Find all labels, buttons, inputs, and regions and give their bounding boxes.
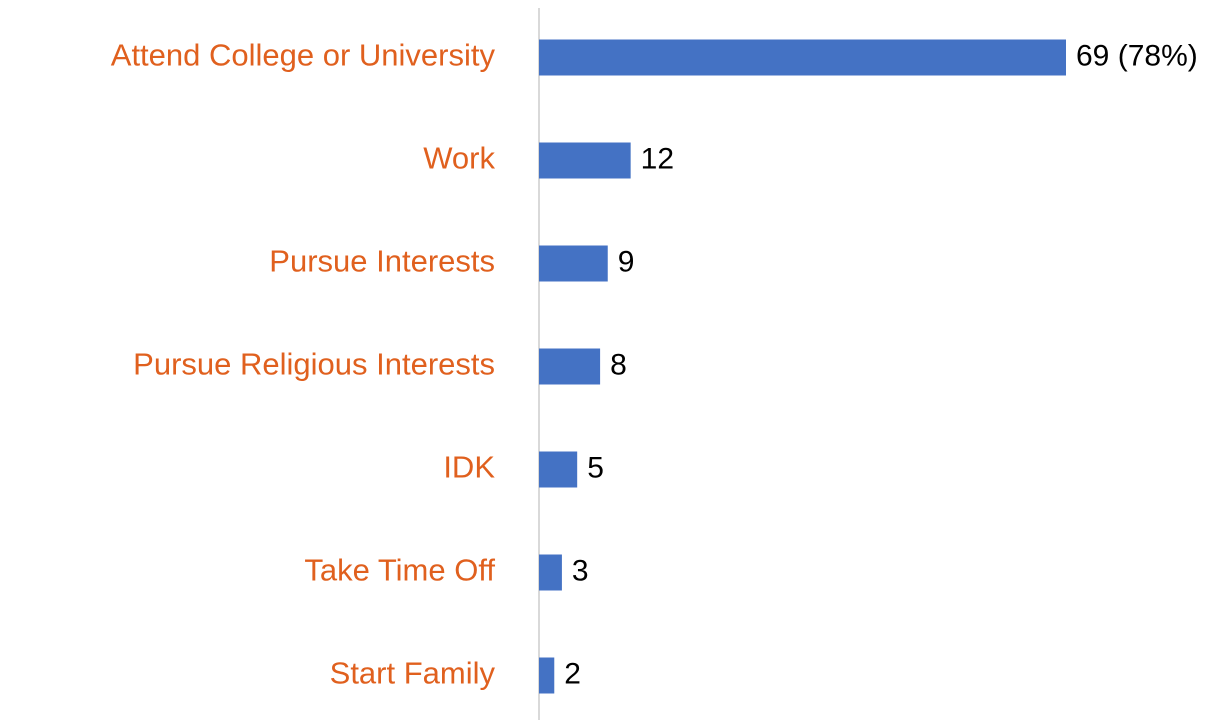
bar <box>539 554 562 591</box>
bar <box>539 451 578 488</box>
value-label: 3 <box>572 554 589 587</box>
value-label: 2 <box>564 657 581 690</box>
value-label: 8 <box>610 348 627 381</box>
category-label: Pursue Religious Interests <box>133 347 495 382</box>
bar <box>539 348 601 385</box>
value-label: 12 <box>641 142 674 175</box>
bar <box>539 142 631 179</box>
category-label: Work <box>423 141 495 176</box>
bar <box>539 657 555 694</box>
category-label: Start Family <box>330 656 496 691</box>
value-label: 5 <box>587 451 604 484</box>
category-label: Take Time Off <box>304 553 495 588</box>
value-label: 69 (78%) <box>1076 39 1198 72</box>
bar <box>539 245 608 282</box>
category-label: Attend College or University <box>111 38 496 73</box>
bar <box>539 39 1066 76</box>
value-label: 9 <box>618 245 635 278</box>
category-label: IDK <box>443 450 495 485</box>
category-label: Pursue Interests <box>269 244 495 279</box>
